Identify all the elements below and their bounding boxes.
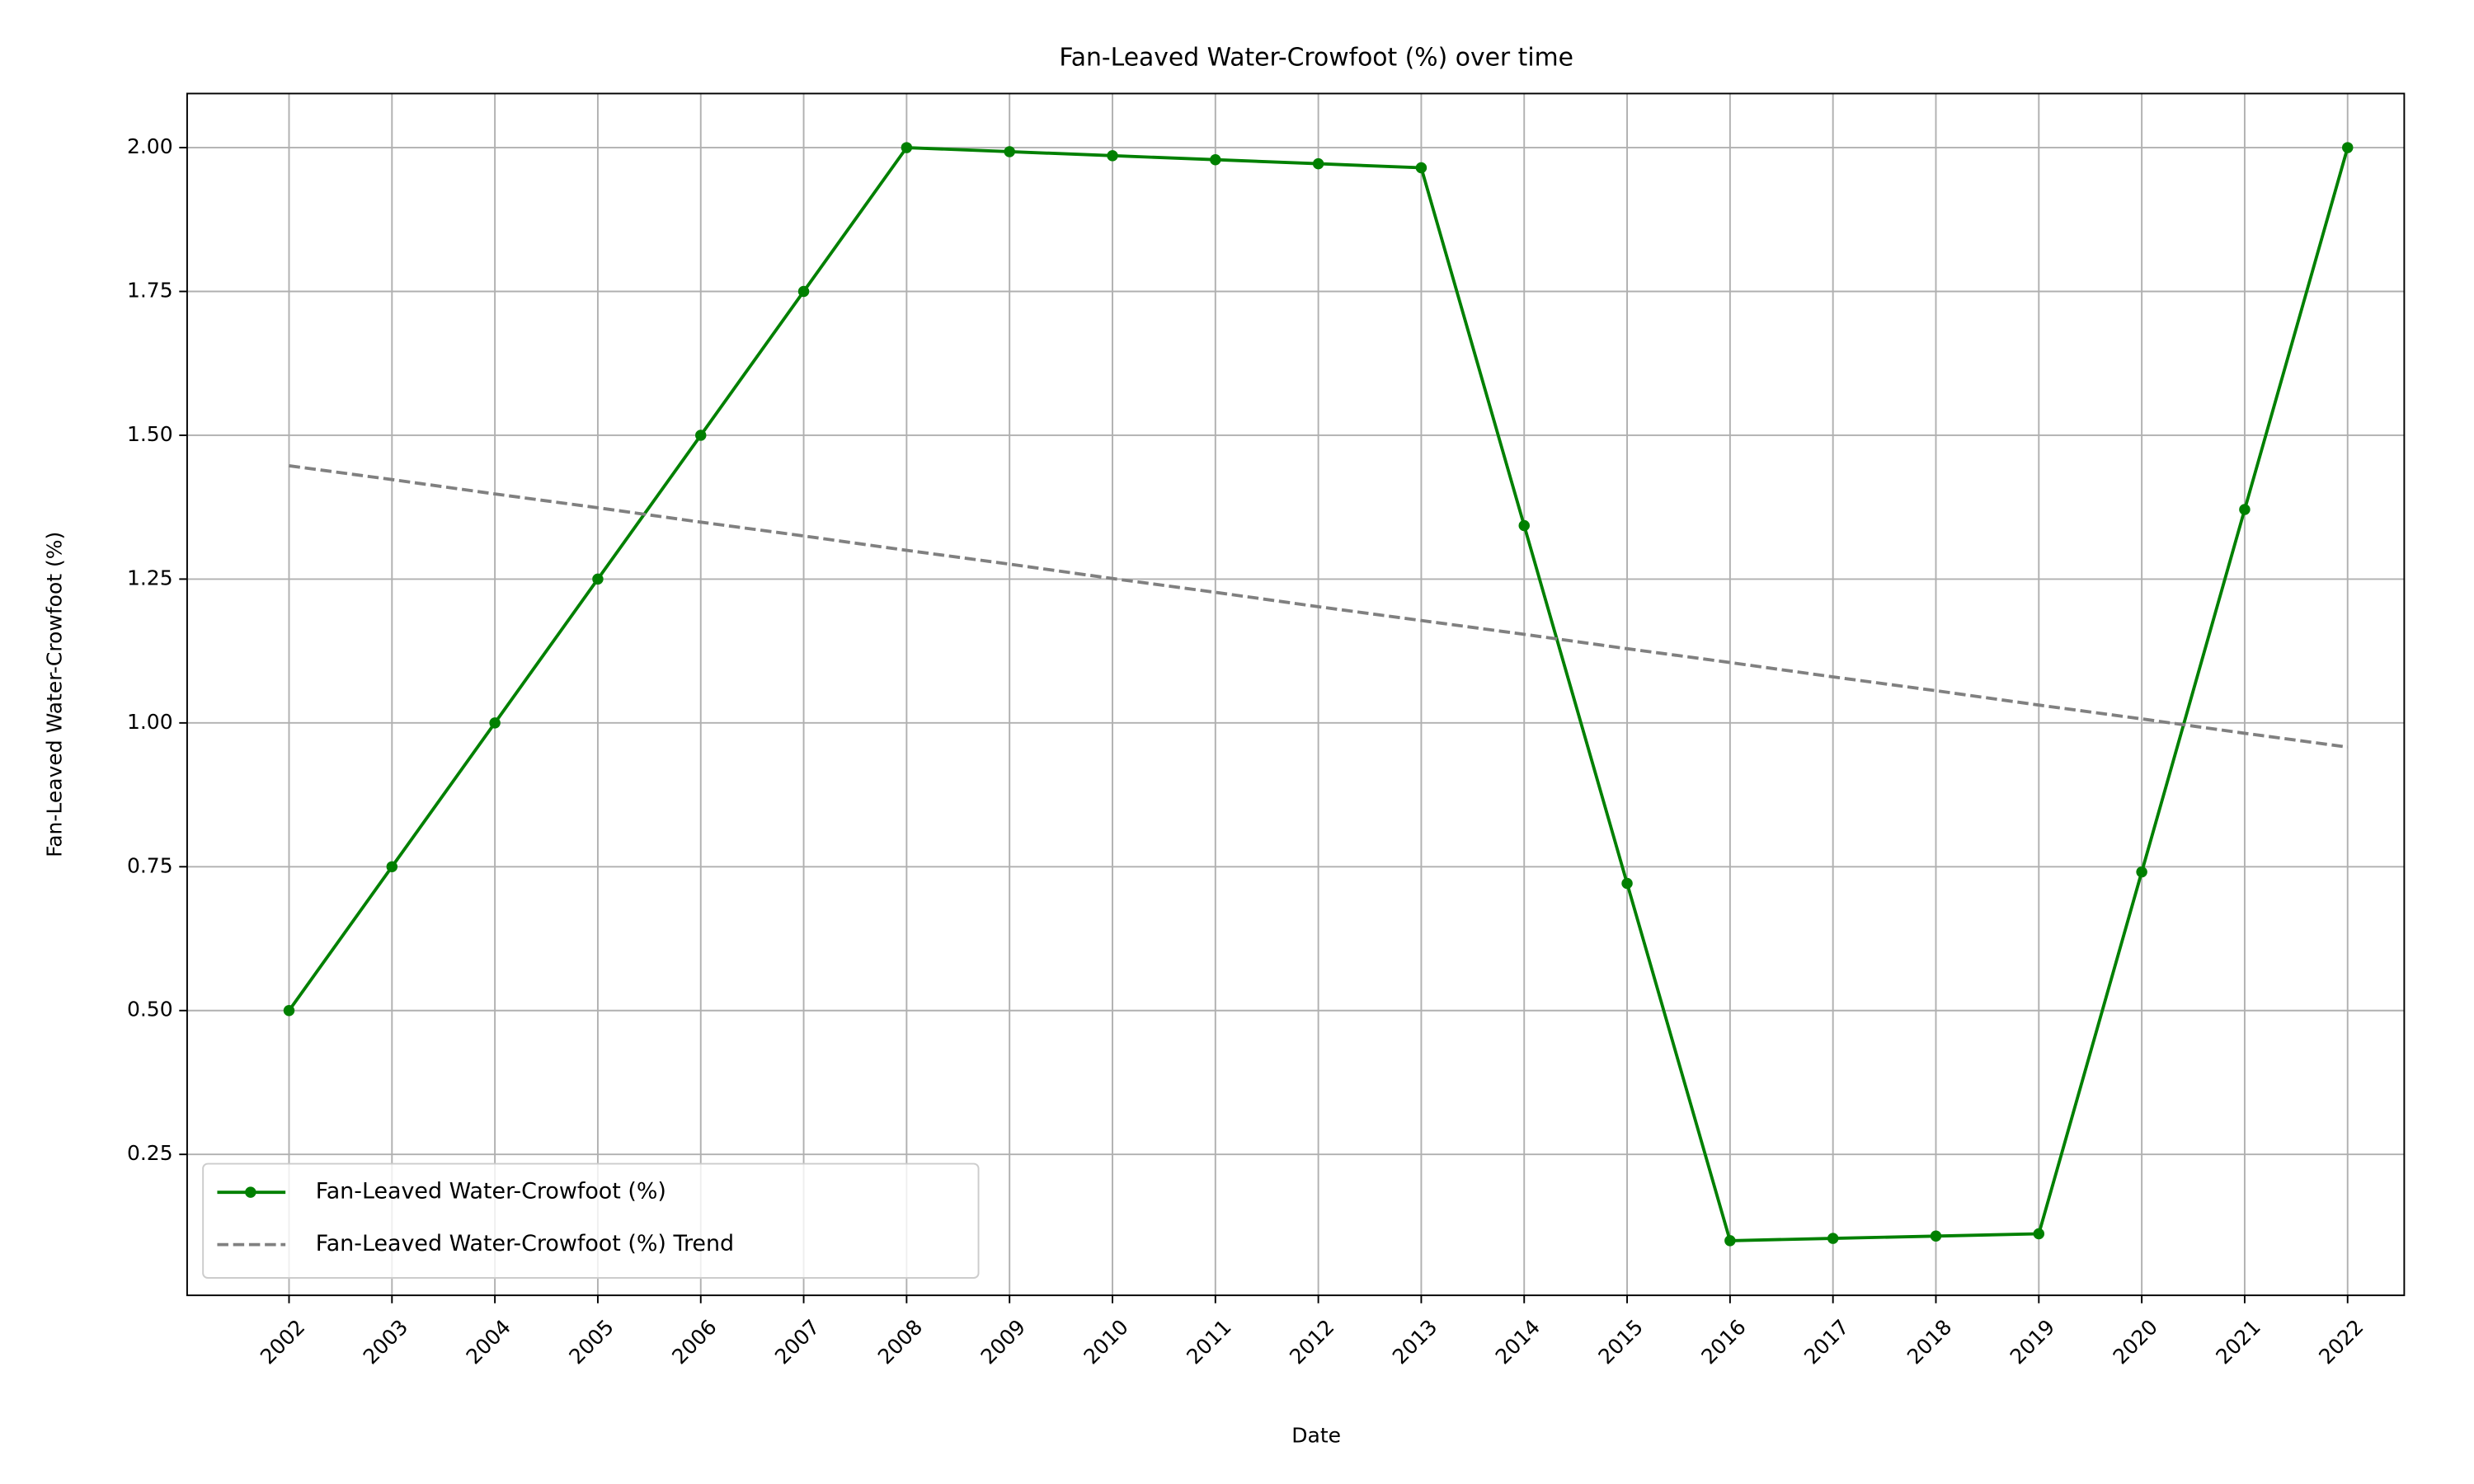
legend-label: Fan-Leaved Water-Crowfoot (%) Trend <box>316 1231 734 1256</box>
y-tick-label: 0.25 <box>127 1141 173 1165</box>
plot-frame <box>186 92 2406 1297</box>
data-point <box>1107 150 1118 162</box>
data-point <box>489 717 501 729</box>
data-point <box>695 430 707 441</box>
y-axis-label: Fan-Leaved Water-Crowfoot (%) <box>42 532 66 857</box>
data-point <box>1518 519 1530 532</box>
data-point <box>901 142 913 153</box>
series-line <box>289 464 2348 749</box>
data-point <box>1004 146 1015 157</box>
data-point <box>386 861 398 873</box>
data-point <box>1210 153 1221 166</box>
data-point <box>283 1005 295 1017</box>
data-point <box>1415 162 1427 174</box>
data-point <box>2136 866 2147 878</box>
y-tick-label: 0.75 <box>127 853 173 877</box>
data-point <box>1621 877 1633 890</box>
y-tick-label: 1.75 <box>127 279 173 303</box>
data-point <box>2239 504 2251 515</box>
data-point <box>2342 142 2354 153</box>
y-tick-label: 1.25 <box>127 566 173 589</box>
y-tick-label: 1.00 <box>127 710 173 734</box>
data-point <box>1312 157 1324 170</box>
y-tick-label: 2.00 <box>127 134 173 158</box>
data-point <box>1930 1230 1942 1242</box>
y-tick-label: 0.50 <box>127 998 173 1021</box>
legend-marker <box>245 1186 256 1198</box>
data-point <box>2033 1228 2045 1240</box>
legend-label: Fan-Leaved Water-Crowfoot (%) <box>316 1179 666 1205</box>
data-point <box>797 285 810 298</box>
chart-title: Fan-Leaved Water-Crowfoot (%) over time <box>1059 44 1573 73</box>
data-point <box>1827 1233 1839 1244</box>
x-axis-label: Date <box>1291 1423 1341 1447</box>
data-point <box>592 573 604 585</box>
data-point <box>1724 1235 1736 1247</box>
legend-box <box>202 1162 980 1279</box>
y-tick-label: 1.50 <box>127 422 173 446</box>
